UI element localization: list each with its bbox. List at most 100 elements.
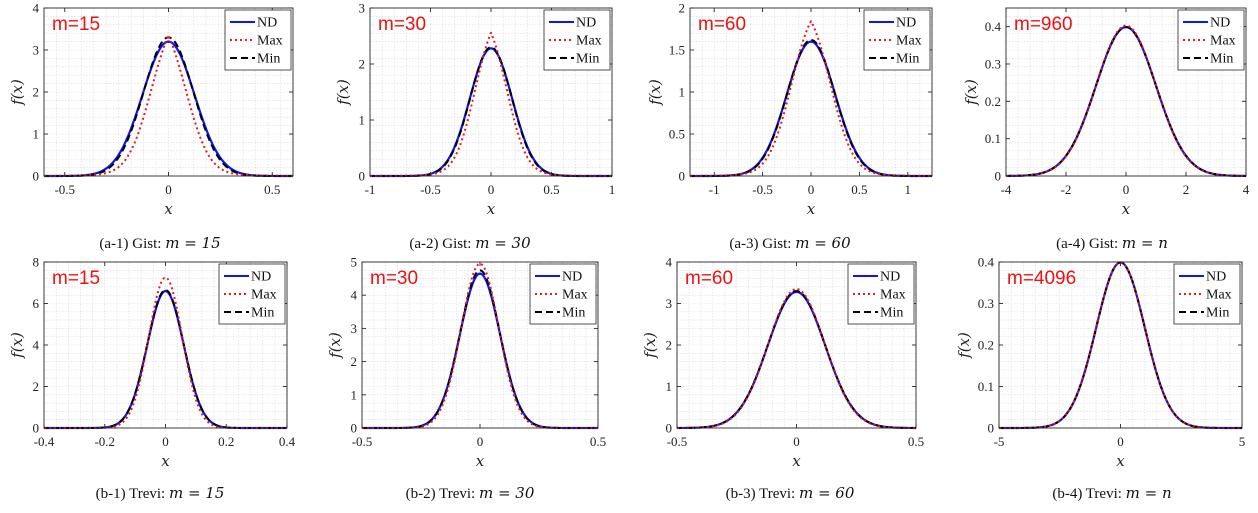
series-line-max: [999, 261, 1242, 429]
caption-b3: (b-3) Trevi: m = 60: [726, 484, 855, 502]
m-value-label: m=60: [685, 268, 733, 289]
caption-a1: (a-1) Gist: m = 15: [99, 234, 220, 252]
x-tick-label: -0.5: [54, 182, 75, 197]
series-line-max: [689, 20, 933, 177]
m-value-label: m=60: [698, 14, 746, 35]
m-value-label: m=4096: [1007, 268, 1076, 289]
y-tick-label: 0.3: [985, 57, 1001, 72]
legend-label-nd: ND: [1210, 16, 1230, 31]
legend-label-nd: ND: [896, 16, 916, 31]
y-tick-label: 1: [351, 387, 358, 402]
m-value-label: m=30: [370, 268, 418, 289]
x-tick-label: 0: [477, 434, 484, 449]
x-axis-label: x: [1116, 452, 1125, 470]
y-tick-label: 0.4: [978, 255, 995, 270]
y-tick-label: 0: [666, 421, 673, 436]
x-tick-label: -2: [1061, 182, 1072, 197]
caption-b4: (b-4) Trevi: m = n: [1052, 484, 1171, 502]
y-tick-label: 3: [359, 1, 366, 16]
caption-b2: (b-2) Trevi: m = 30: [406, 484, 535, 502]
legend-label-max: Max: [562, 288, 588, 303]
chart-panel-a1: -0.5 0 0.5 0 1 2 3 4 x f(x) m=15 ND Max Min: [8, 1, 294, 218]
legend-label-max: Max: [251, 288, 277, 303]
y-axis-label: f(x): [334, 79, 352, 106]
y-tick-label: 1.5: [669, 43, 685, 58]
y-axis-label: f(x): [8, 79, 26, 106]
x-axis-label: x: [164, 200, 173, 218]
x-axis-label: x: [487, 200, 496, 218]
x-axis-label: x: [476, 452, 485, 470]
y-axis-label: f(x): [326, 332, 344, 359]
y-axis-label: f(x): [955, 332, 973, 359]
legend-label-nd: ND: [257, 16, 277, 31]
legend-label-max: Max: [880, 288, 906, 303]
legend-label-min: Min: [251, 306, 274, 321]
caption-math: m = n: [1122, 234, 1168, 252]
y-tick-label: 1: [33, 127, 40, 142]
caption-prefix: (b-3) Trevi:: [726, 486, 799, 502]
legend-label-nd: ND: [880, 270, 900, 285]
y-tick-label: 0: [359, 169, 366, 184]
m-value-label: m=30: [378, 14, 426, 35]
x-tick-label: 0: [165, 182, 172, 197]
series-line-max: [677, 287, 916, 429]
legend-label-nd: ND: [576, 16, 596, 31]
x-tick-label: 2: [1183, 182, 1190, 197]
y-tick-label: 0: [995, 169, 1002, 184]
y-tick-label: 0.2: [978, 338, 994, 353]
y-tick-label: 0: [679, 169, 686, 184]
legend-label-max: Max: [1210, 34, 1236, 49]
y-tick-label: 4: [33, 1, 40, 16]
chart-panel-a2: -1 -0.5 0 0.5 1 0 1 2 3 x f(x) m=30 ND Max Min: [334, 1, 615, 219]
y-axis-label: f(x): [646, 79, 664, 106]
x-tick-label: 0.5: [543, 182, 559, 197]
caption-prefix: (b-2) Trevi:: [406, 486, 479, 502]
y-tick-label: 2: [33, 379, 40, 394]
caption-a2: (a-2) Gist: m = 30: [409, 234, 531, 252]
x-tick-label: -1: [709, 182, 720, 197]
x-tick-label: -0.5: [352, 434, 373, 449]
x-axis-label: x: [1122, 200, 1131, 218]
chart-panel-a4: -4 -2 0 2 4 0 0.1 0.2 0.3 0.4 x f(x) m=960 ND Max Min: [962, 7, 1250, 218]
x-tick-label: 0: [1117, 434, 1124, 449]
y-axis-label: f(x): [8, 332, 26, 359]
y-tick-label: 0.4: [985, 19, 1002, 34]
x-tick-label: 0.4: [279, 434, 296, 449]
caption-math: m = 60: [795, 234, 851, 252]
x-tick-label: -0.5: [420, 182, 441, 197]
x-tick-label: 0: [162, 434, 169, 449]
caption-math: m = 30: [475, 234, 531, 252]
caption-math: m = 15: [169, 484, 224, 502]
x-tick-label: 0: [793, 434, 800, 449]
y-axis-label: f(x): [962, 79, 980, 106]
y-tick-label: 4: [666, 255, 673, 270]
caption-prefix: (a-3) Gist:: [729, 236, 795, 252]
y-tick-label: 3: [33, 43, 40, 58]
y-tick-label: 0.2: [985, 94, 1001, 109]
x-tick-label: -1: [365, 182, 376, 197]
legend-label-min: Min: [1210, 52, 1233, 67]
caption-prefix: (a-4) Gist:: [1056, 236, 1122, 252]
y-tick-label: 4: [351, 288, 358, 303]
y-tick-label: 0.1: [985, 131, 1001, 146]
y-tick-label: 5: [351, 255, 358, 270]
y-tick-label: 2: [679, 1, 686, 16]
caption-prefix: (a-2) Gist:: [409, 236, 475, 252]
legend-label-nd: ND: [562, 270, 582, 285]
x-tick-label: 0: [488, 182, 495, 197]
x-tick-label: -0.5: [667, 434, 688, 449]
y-axis-label: f(x): [641, 332, 659, 359]
x-tick-label: -5: [994, 434, 1005, 449]
caption-math: m = 60: [799, 484, 855, 502]
series-line-max: [44, 34, 293, 177]
y-tick-label: 0: [988, 421, 995, 436]
x-tick-label: 4: [1243, 182, 1250, 197]
legend-label-min: Min: [896, 52, 919, 67]
chart-panel-a3: -1 -0.5 0 0.5 1 0 0.5 1 1.5 2 x f(x) m=60 ND Max Min: [646, 1, 933, 218]
chart-panel-b1: -0.4 -0.2 0 0.2 0.4 0 2 4 6 8 x f(x) m=15 ND Max Min: [8, 255, 296, 471]
legend-label-max: Max: [896, 34, 922, 49]
x-tick-label: 0: [1123, 182, 1130, 197]
